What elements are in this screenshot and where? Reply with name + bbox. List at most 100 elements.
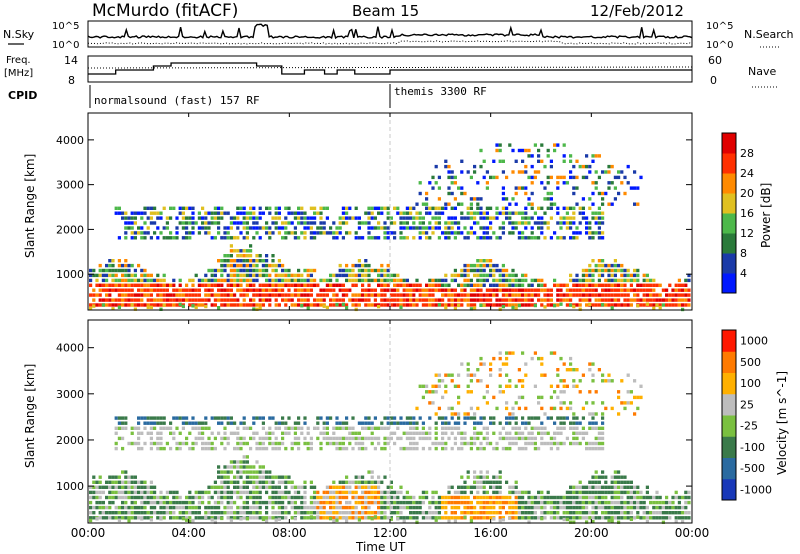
heatmap-cell <box>361 288 365 292</box>
heatmap-cell <box>201 516 205 520</box>
heatmap-cell <box>261 426 265 430</box>
heatmap-cell <box>127 273 131 278</box>
heatmap-cell <box>345 519 349 523</box>
heatmap-cell <box>191 518 195 523</box>
heatmap-cell <box>130 431 134 435</box>
heatmap-cell <box>626 373 630 377</box>
heatmap-cell <box>559 216 563 220</box>
heatmap-cell <box>117 421 121 425</box>
heatmap-cell <box>229 249 233 253</box>
heatmap-cell <box>117 516 121 520</box>
heatmap-cell <box>268 475 272 479</box>
heatmap-cell <box>325 511 329 515</box>
heatmap-cell <box>101 516 105 520</box>
heatmap-cell <box>604 170 608 174</box>
heatmap-cell <box>210 278 214 283</box>
heatmap-cell <box>540 303 544 307</box>
heatmap-cell <box>409 303 413 307</box>
heatmap-cell <box>620 379 624 383</box>
heatmap-cell <box>210 211 214 215</box>
heatmap-cell <box>572 368 576 372</box>
heatmap-cell <box>485 293 489 297</box>
heatmap-cell <box>185 298 189 302</box>
heatmap-cell <box>581 416 585 420</box>
heatmap-cell <box>149 426 153 430</box>
heatmap-cell <box>255 500 259 505</box>
heatmap-cell <box>357 431 361 435</box>
heatmap-cell <box>489 221 493 225</box>
heatmap-cell <box>249 303 253 307</box>
heatmap-cell <box>425 293 429 297</box>
heatmap-cell <box>575 416 579 420</box>
y-tick-label: 1000 <box>56 480 84 493</box>
heatmap-cell <box>159 283 163 287</box>
heatmap-cell <box>117 305 121 309</box>
heatmap-cell <box>207 298 211 302</box>
heatmap-cell <box>501 500 505 505</box>
heatmap-cell <box>591 231 595 235</box>
heatmap-cell <box>377 495 381 500</box>
heatmap-cell <box>591 373 595 377</box>
heatmap-cell <box>581 426 585 430</box>
heatmap-cell <box>607 379 611 383</box>
heatmap-cell <box>412 293 416 297</box>
heatmap-cell <box>425 303 429 307</box>
heatmap-cell <box>345 446 349 451</box>
heatmap-cell <box>399 293 403 297</box>
heatmap-cell <box>492 431 496 435</box>
heatmap-cell <box>233 303 237 307</box>
heatmap-cell <box>290 303 294 307</box>
heatmap-cell <box>191 206 195 210</box>
heatmap-cell <box>197 303 201 307</box>
heatmap-cell <box>415 520 419 524</box>
heatmap-cell <box>565 226 569 230</box>
heatmap-cell <box>258 303 262 307</box>
heatmap-cell <box>473 421 477 425</box>
heatmap-cell <box>476 406 480 411</box>
heatmap-cell <box>265 226 269 230</box>
heatmap-cell <box>105 283 109 287</box>
heatmap-cell <box>463 273 467 278</box>
heatmap-cell <box>485 226 489 230</box>
heatmap-cell <box>319 505 323 510</box>
heatmap-cell <box>578 293 582 297</box>
heatmap-cell <box>319 221 323 225</box>
heatmap-cell <box>191 500 195 505</box>
heatmap-cell <box>386 485 390 489</box>
heatmap-cell <box>620 505 624 510</box>
heatmap-cell <box>591 412 595 416</box>
heatmap-cell <box>543 197 547 201</box>
heatmap-cell <box>284 236 288 240</box>
heatmap-cell <box>121 273 125 278</box>
heatmap-cell <box>479 303 483 307</box>
heatmap-cell <box>185 441 189 446</box>
heatmap-cell <box>447 175 451 180</box>
heatmap-cell <box>492 495 496 500</box>
heatmap-cell <box>223 505 227 510</box>
heatmap-cell <box>361 500 365 505</box>
heatmap-cell <box>597 154 601 158</box>
heatmap-cell <box>284 446 288 451</box>
heatmap-cell <box>261 500 265 505</box>
heatmap-cell <box>687 511 691 515</box>
heatmap-cell <box>204 490 208 495</box>
heatmap-cell <box>191 293 195 297</box>
heatmap-cell <box>396 283 400 287</box>
heatmap-cell <box>175 505 179 510</box>
heatmap-cell <box>117 283 121 287</box>
heatmap-cell <box>146 293 150 297</box>
heatmap-cell <box>341 216 345 220</box>
heatmap-cell <box>482 500 486 505</box>
heatmap-cell <box>473 516 477 520</box>
heatmap-cell <box>581 511 585 515</box>
heatmap-cell <box>453 421 457 425</box>
heatmap-cell <box>575 384 579 388</box>
heatmap-cell <box>265 480 269 484</box>
heatmap-cell <box>482 211 486 215</box>
heatmap-cell <box>463 278 467 283</box>
heatmap-cell <box>191 288 195 292</box>
heatmap-cell <box>671 511 675 515</box>
heatmap-cell <box>482 298 486 302</box>
heatmap-cell <box>361 485 365 489</box>
heatmap-cell <box>149 288 153 292</box>
